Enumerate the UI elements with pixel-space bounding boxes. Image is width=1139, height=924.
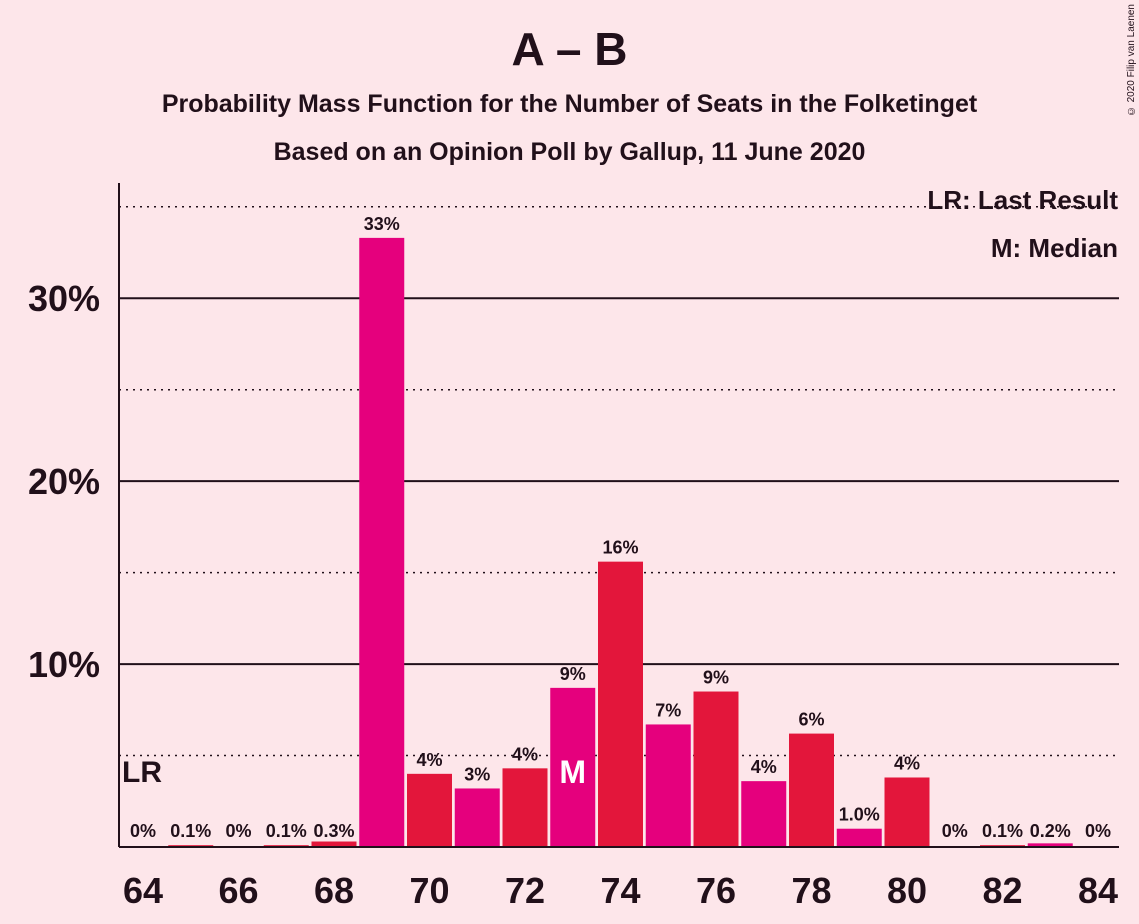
- bar-68: [311, 841, 357, 847]
- last-result-marker: LR: [122, 756, 162, 789]
- x-tick-label: 84: [1078, 870, 1118, 911]
- chart-subtitle-1: Probability Mass Function for the Number…: [161, 90, 978, 118]
- x-tick-label: 66: [218, 870, 258, 911]
- bar-labels: 0% 0.1% 0% 0.1% 0.3% 33% 4% 3% 4% 9% 16% 7% 9% 4% 6% 1.…: [122, 214, 1111, 841]
- bar-label-74: 16%: [602, 538, 638, 558]
- bar-label-82: 0.1%: [982, 821, 1023, 841]
- bar-label-83: 0.2%: [1030, 821, 1071, 841]
- bar-74: [598, 561, 643, 847]
- x-tick-label: 74: [600, 870, 640, 911]
- bars: [168, 237, 1073, 847]
- bar-label-72: 4%: [512, 744, 538, 764]
- bar-label-77: 4%: [751, 757, 777, 777]
- y-tick-label: 20%: [28, 461, 100, 502]
- bar-label-79: 1.0%: [839, 805, 880, 825]
- x-tick-label: 78: [791, 870, 831, 911]
- bar-label-73: 9%: [560, 664, 586, 684]
- x-tick-label: 68: [314, 870, 354, 911]
- bar-77: [741, 781, 787, 847]
- bar-76: [693, 691, 739, 847]
- bar-75: [645, 724, 691, 847]
- bar-80: [884, 777, 930, 847]
- legend-last-result: LR: Last Result: [927, 185, 1118, 215]
- bar-70: [407, 773, 452, 847]
- chart-title: A – B: [511, 23, 628, 75]
- bar-label-80: 4%: [894, 753, 920, 773]
- bar-label-84: 0%: [1085, 821, 1111, 841]
- bar-label-64: 0%: [130, 821, 156, 841]
- bar-71: [454, 788, 500, 847]
- bar-label-71: 3%: [464, 764, 490, 784]
- y-tick-label: 10%: [28, 644, 100, 685]
- bar-72: [502, 768, 548, 847]
- bar-78: [789, 733, 834, 847]
- bar-label-78: 6%: [798, 710, 824, 730]
- x-tick-label: 72: [505, 870, 545, 911]
- x-tick-label: 64: [123, 870, 163, 911]
- bar-83: [1027, 843, 1073, 847]
- bar-label-68: 0.3%: [313, 821, 354, 841]
- x-tick-label: 70: [409, 870, 449, 911]
- bar-label-75: 7%: [655, 700, 681, 720]
- chart-subtitle-2: Based on an Opinion Poll by Gallup, 11 J…: [273, 138, 866, 166]
- bar-label-76: 9%: [703, 668, 729, 688]
- bar-label-69: 33%: [364, 214, 400, 234]
- x-tick-label: 82: [982, 870, 1022, 911]
- bar-69: [359, 237, 405, 847]
- x-tick-label: 80: [887, 870, 927, 911]
- bar-label-81: 0%: [942, 821, 968, 841]
- bar-label-70: 4%: [416, 750, 442, 770]
- bar-label-65: 0.1%: [170, 821, 211, 841]
- bar-73: [550, 687, 596, 847]
- legend-median: M: Median: [991, 233, 1118, 263]
- bar-79: [836, 828, 882, 847]
- median-marker: M: [559, 754, 586, 790]
- bar-label-67: 0.1%: [266, 821, 307, 841]
- y-tick-label: 30%: [28, 278, 100, 319]
- axes: 10% 20% 30% 64 66 68 70 72 74 76 78 80 82 84: [28, 183, 1119, 911]
- bar-label-66: 0%: [225, 821, 251, 841]
- x-tick-label: 76: [696, 870, 736, 911]
